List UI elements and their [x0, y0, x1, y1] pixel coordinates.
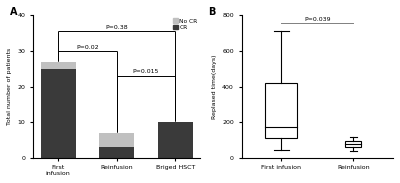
Text: B: B: [208, 7, 216, 17]
Text: A: A: [10, 7, 17, 17]
Bar: [158, 122, 193, 158]
Text: P=0.02: P=0.02: [76, 44, 99, 50]
Bar: [99, 147, 134, 158]
Y-axis label: Replased time(days): Replased time(days): [212, 54, 216, 119]
Bar: [265, 83, 298, 138]
Y-axis label: Total number of patients: Total number of patients: [7, 48, 12, 125]
Bar: [41, 62, 76, 69]
Legend: No CR, CR: No CR, CR: [173, 18, 198, 30]
Text: P=0.015: P=0.015: [133, 69, 159, 74]
Bar: [99, 133, 134, 147]
Bar: [346, 141, 361, 147]
Bar: [41, 69, 76, 158]
Text: P=0.38: P=0.38: [106, 25, 128, 30]
Text: P=0.039: P=0.039: [304, 17, 331, 22]
